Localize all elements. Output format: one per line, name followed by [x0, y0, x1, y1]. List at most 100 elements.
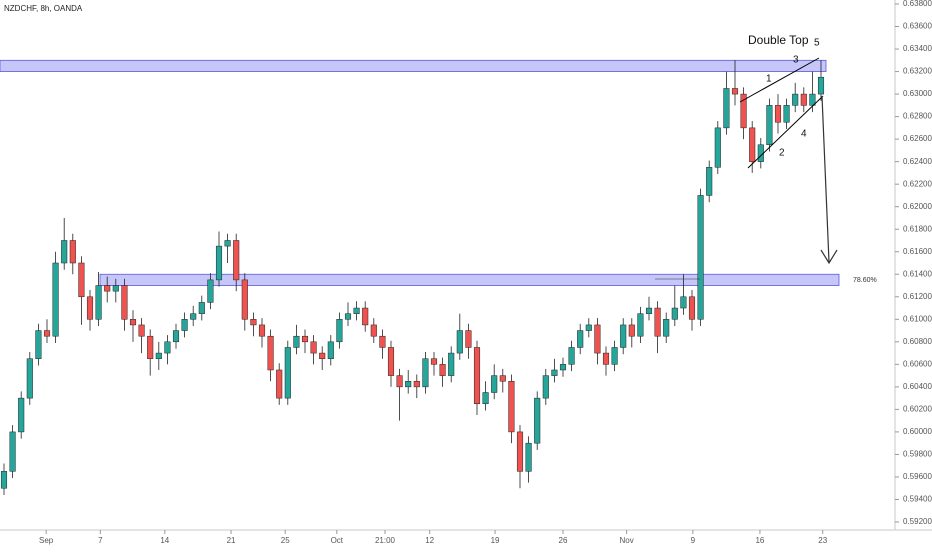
candle-body [448, 352, 455, 376]
chart-title: NZDCHF, 8h, OANDA [4, 4, 83, 13]
candle-body [258, 324, 266, 337]
candle-body [637, 313, 644, 337]
y-tick-label: 0.60600 [903, 359, 932, 368]
wedge-lower [747, 95, 824, 169]
y-tick-label: 0.61000 [903, 314, 932, 323]
candle-body [491, 375, 498, 393]
candle-body [293, 335, 300, 348]
candle-body [250, 319, 257, 326]
candle-body [525, 442, 532, 472]
candle-body [577, 330, 584, 348]
candle-body [198, 302, 205, 314]
candle-body [594, 324, 601, 354]
y-tick-label: 0.59600 [903, 472, 932, 481]
candle-body [671, 307, 678, 320]
candle-body [551, 369, 558, 376]
annotation: 4 [801, 129, 807, 140]
candle-body [35, 330, 42, 359]
candle-body [336, 319, 343, 343]
candle-body [344, 313, 352, 320]
wedge-upper [739, 57, 820, 103]
x-tick-label: Oct [331, 536, 344, 545]
candle-body [121, 285, 128, 320]
candle-body [69, 240, 76, 264]
candle-body [706, 167, 713, 196]
candle-body [688, 296, 696, 320]
y-tick-label: 0.63000 [903, 89, 932, 98]
candle-body [18, 397, 25, 433]
y-tick-label: 0.62800 [903, 112, 932, 121]
candle-body [628, 324, 635, 337]
y-tick-label: 0.63200 [903, 67, 932, 76]
candle-body [215, 245, 223, 281]
candle-body [809, 93, 816, 106]
candle-body [714, 127, 721, 168]
x-tick-label: 23 [818, 536, 827, 545]
candle-body [61, 240, 68, 264]
candle-body [362, 307, 369, 326]
candle-body [276, 369, 283, 399]
candle-body [430, 358, 438, 365]
candle-body [26, 358, 33, 399]
zone [99, 273, 840, 286]
y-tick-label: 0.60200 [903, 405, 932, 414]
candle-body [155, 352, 162, 359]
candle-body [327, 341, 334, 359]
candle-body [241, 279, 248, 320]
candle-body [465, 330, 472, 348]
candle-body [559, 364, 567, 371]
candle-body [172, 330, 180, 343]
y-tick-label: 0.62000 [903, 202, 932, 211]
candle-body [164, 341, 171, 354]
y-tick-label: 0.62200 [903, 179, 932, 188]
arrow-shaft [821, 95, 830, 263]
candle-body [233, 240, 240, 281]
candle-body [224, 240, 231, 247]
annotation: 3 [793, 55, 799, 66]
candle-body [43, 330, 51, 337]
candle-body [129, 319, 137, 326]
x-tick-label: Nov [620, 536, 634, 545]
candle-body [620, 324, 627, 348]
candle-body [422, 358, 429, 388]
candle-body [190, 313, 197, 320]
candle-body [52, 262, 59, 337]
y-tick-label: 0.61800 [903, 224, 932, 233]
candle-body [413, 380, 420, 388]
candle-body [602, 352, 610, 365]
candle-body [740, 93, 747, 129]
candle-body [396, 375, 403, 388]
candle-body [353, 307, 360, 314]
y-tick-label: 0.61400 [903, 269, 932, 278]
candle-body [697, 195, 704, 320]
candle-body [817, 76, 825, 95]
candle-body [585, 324, 592, 331]
y-tick-label: 0.60800 [903, 337, 932, 346]
y-tick-label: 0.61600 [903, 247, 932, 256]
arrow-head [820, 249, 838, 265]
x-tick-label: 19 [491, 536, 500, 545]
candle-body [516, 431, 524, 472]
candle-body [654, 307, 661, 337]
candle-body [783, 105, 790, 123]
x-tick-label: 26 [559, 536, 568, 545]
annotation: 1 [766, 74, 772, 85]
candle-body [310, 341, 317, 354]
y-tick-label: 0.62600 [903, 134, 932, 143]
candle-body [181, 319, 188, 331]
y-tick-label: 0.63600 [903, 22, 932, 31]
candle-body [645, 307, 653, 314]
zones [0, 59, 840, 286]
y-tick-label: 0.62400 [903, 157, 932, 166]
y-tick-label: 0.59200 [903, 517, 932, 526]
x-tick-label: 7 [98, 536, 103, 545]
x-tick-label: 16 [755, 536, 764, 545]
candle-body [104, 285, 111, 292]
candle-body [499, 375, 506, 382]
candle-body [568, 347, 575, 365]
candle-body [731, 88, 739, 95]
x-tick-label: 25 [281, 536, 290, 545]
candle-body [456, 330, 463, 354]
candle-body [774, 105, 782, 123]
